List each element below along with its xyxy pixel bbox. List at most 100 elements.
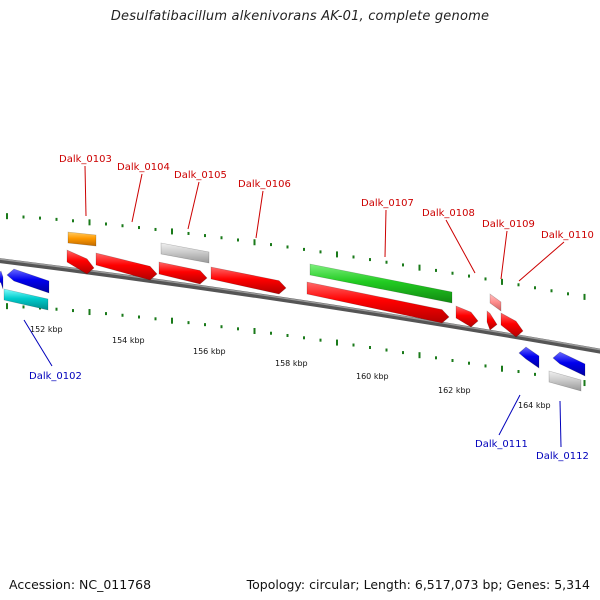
major-tick: [253, 328, 256, 335]
minor-tick: [303, 247, 305, 251]
gene-label-dalk-0106: Dalk_0106: [238, 179, 291, 190]
minor-tick: [72, 309, 74, 313]
minor-tick: [369, 346, 371, 350]
label-leader-lines: [23, 165, 565, 448]
gene-dalk-0104[interactable]: [95, 252, 158, 281]
minor-tick: [468, 361, 470, 365]
gene-label-dalk-0103: Dalk_0103: [59, 154, 112, 165]
minor-tick: [138, 226, 140, 230]
gene-label-dalk-0105: Dalk_0105: [174, 170, 227, 181]
major-tick: [171, 228, 173, 235]
leader-line: [384, 209, 387, 258]
gene-label-dalk-0107: Dalk_0107: [361, 198, 414, 209]
leader-line: [559, 400, 562, 448]
gene-dalk-0105[interactable]: [158, 261, 208, 285]
genome-backbone: [0, 258, 600, 354]
leader-line: [500, 230, 508, 280]
genome-summary-text: Topology: circular; Length: 6,517,073 bp…: [246, 577, 590, 592]
gene-dalk-0112[interactable]: [552, 351, 586, 377]
minor-tick: [204, 234, 206, 238]
minor-tick: [220, 325, 223, 329]
minor-tick: [402, 351, 404, 355]
gene-dalk-0102[interactable]: [6, 268, 50, 294]
minor-tick: [352, 255, 355, 259]
scale-label-154kbp: 154 kbp: [112, 336, 145, 345]
major-tick: [336, 339, 338, 346]
leader-line: [498, 394, 521, 436]
minor-tick: [517, 283, 520, 287]
minor-tick: [435, 268, 437, 272]
minor-tick: [22, 305, 25, 309]
gene-label-dalk-0108: Dalk_0108: [422, 208, 475, 219]
minor-tick: [352, 343, 355, 347]
major-tick: [501, 365, 503, 372]
scale-label-156kbp: 156 kbp: [193, 347, 226, 356]
leader-line: [187, 181, 200, 230]
minor-tick: [369, 258, 371, 262]
minor-tick: [484, 364, 487, 368]
major-tick: [418, 264, 421, 271]
gene-dalk-0109-pseudo[interactable]: [489, 293, 502, 312]
scale-label-160kbp: 160 kbp: [356, 372, 389, 381]
minor-tick: [517, 370, 520, 374]
minor-tick: [154, 227, 157, 231]
major-tick: [253, 239, 256, 246]
minor-tick: [187, 231, 190, 235]
gene-dalk-0107-rna[interactable]: [309, 263, 453, 304]
gene-dalk-0108[interactable]: [455, 305, 479, 328]
gene-dalk-0107[interactable]: [306, 281, 450, 324]
leader-line: [84, 165, 87, 217]
minor-tick: [154, 317, 157, 321]
upper-tick-track: [6, 213, 586, 300]
minor-tick: [567, 292, 569, 296]
gene-dalk-0102-rna[interactable]: [3, 288, 49, 311]
gene-label-dalk-0102: Dalk_0102: [29, 371, 82, 382]
minor-tick: [121, 313, 124, 317]
minor-tick: [220, 236, 223, 240]
major-tick: [583, 293, 586, 300]
lower-tick-track: [6, 303, 586, 387]
gene-reverse-partial[interactable]: [0, 270, 4, 290]
major-tick: [336, 251, 338, 258]
leader-line: [255, 190, 264, 239]
minor-tick: [187, 321, 190, 325]
minor-tick: [550, 289, 553, 293]
gene-features: [0, 231, 586, 392]
minor-tick: [402, 263, 404, 267]
minor-tick: [534, 372, 536, 376]
gene-dalk-0111[interactable]: [518, 346, 540, 369]
minor-tick: [22, 215, 25, 219]
minor-tick: [385, 260, 388, 264]
minor-tick: [534, 286, 536, 290]
minor-tick: [319, 338, 322, 342]
gene-dalk-0110[interactable]: [500, 312, 524, 338]
minor-tick: [121, 224, 124, 228]
minor-tick: [237, 327, 239, 331]
minor-tick: [72, 219, 74, 223]
minor-tick: [105, 312, 107, 316]
major-tick: [6, 213, 8, 220]
gene-dalk-0106[interactable]: [210, 266, 287, 295]
gene-dalk-0103-cds[interactable]: [66, 249, 95, 275]
minor-tick: [204, 323, 206, 327]
minor-tick: [39, 216, 41, 220]
gene-dalk-0105-pseudo[interactable]: [160, 242, 210, 264]
gene-dalk-0103-rna[interactable]: [67, 231, 97, 247]
gene-label-dalk-0110: Dalk_0110: [541, 230, 594, 241]
minor-tick: [270, 331, 272, 335]
minor-tick: [451, 271, 454, 275]
accession-text: Accession: NC_011768: [9, 577, 152, 592]
minor-tick: [319, 250, 322, 254]
major-tick: [501, 278, 503, 285]
scale-label-152kbp: 152 kbp: [30, 325, 63, 334]
gene-dalk-0112-pseudo[interactable]: [548, 370, 582, 392]
major-tick: [418, 352, 421, 359]
gene-label-dalk-0111: Dalk_0111: [475, 439, 528, 450]
major-tick: [6, 303, 8, 310]
minor-tick: [270, 243, 272, 247]
leader-line: [518, 241, 565, 282]
leader-line: [445, 219, 476, 274]
gene-dalk-0109[interactable]: [486, 310, 498, 331]
minor-tick: [303, 336, 305, 340]
